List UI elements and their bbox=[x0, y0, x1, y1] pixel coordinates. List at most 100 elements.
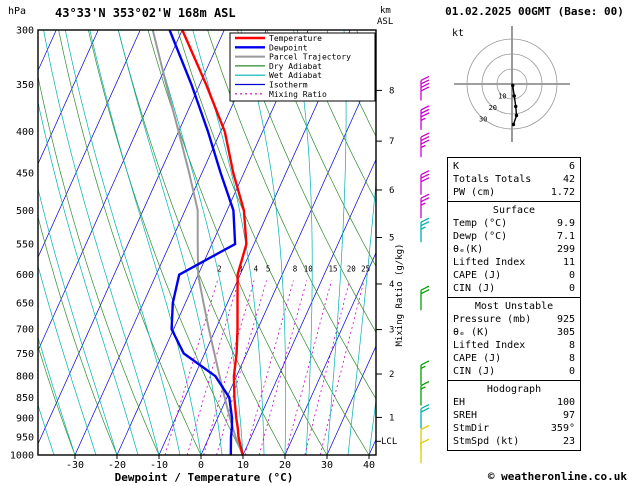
legend-item-label: Isotherm bbox=[269, 81, 308, 90]
mixing-ratio-value-label: 4 bbox=[254, 265, 259, 274]
axis-tick-labels: 3003504004505005506006507007508008509009… bbox=[10, 26, 395, 472]
legend-border bbox=[229, 32, 376, 102]
param-label: K bbox=[453, 161, 460, 172]
isotherm-line bbox=[326, 345, 376, 455]
plot-frame bbox=[37, 29, 377, 456]
dry-adiabat-line bbox=[266, 30, 376, 268]
wind-barb bbox=[420, 380, 430, 406]
param-value: 299 bbox=[556, 244, 575, 255]
pressure-tick-label: 450 bbox=[16, 169, 34, 180]
param-label: Totals Totals bbox=[453, 174, 532, 185]
km-tick-label: 7 bbox=[389, 137, 394, 147]
param-row: Totals Totals 42 bbox=[448, 173, 580, 186]
legend-item-label: Temperature bbox=[269, 34, 322, 43]
wind-barb bbox=[420, 360, 430, 385]
legend-item-label: Wet Adiabat bbox=[269, 71, 322, 80]
param-label: StmDir bbox=[453, 423, 490, 434]
altitude-axis-unit-asl: ASL bbox=[377, 17, 393, 27]
param-label: Lifted Index bbox=[453, 340, 526, 351]
param-row: PW (cm) 1.72 bbox=[448, 186, 580, 199]
param-value: 359° bbox=[550, 423, 575, 434]
temp-tick-label: 10 bbox=[237, 460, 249, 471]
pressure-tick-label: 800 bbox=[16, 372, 34, 383]
param-row: Pressure (mb) 925 bbox=[448, 313, 580, 326]
sounding-curves bbox=[151, 30, 248, 455]
param-label: PW (cm) bbox=[453, 187, 496, 198]
hodograph-trace-point bbox=[511, 122, 516, 127]
chart-title: 43°33'N 353°02'W 168m ASL bbox=[55, 6, 236, 20]
param-row: CIN (J) 0 bbox=[448, 282, 580, 295]
param-value: 97 bbox=[562, 410, 575, 421]
legend-item-label: Dry Adiabat bbox=[269, 62, 322, 71]
dry-adiabat-line bbox=[207, 30, 376, 400]
isotherm-line bbox=[38, 30, 225, 445]
param-group-title: Most Unstable bbox=[474, 301, 554, 312]
hodograph-trace-point bbox=[512, 94, 516, 98]
parameters-panel: K 6 Totals Totals 42 PW (cm) 1.72 Surface Temp … bbox=[447, 157, 581, 451]
wet-adiabat-line bbox=[64, 30, 181, 455]
param-label: StmSpd (kt) bbox=[453, 436, 520, 447]
wind-barb bbox=[420, 193, 430, 219]
km-tick-label: 4 bbox=[389, 280, 394, 290]
skewt-chart: 2 3 4 5 8 10 15 20 25 30035040045050055060065070… bbox=[8, 6, 430, 484]
wet-adiabat-line bbox=[326, 30, 347, 455]
hodograph-ring bbox=[481, 53, 543, 115]
param-label: Dewp (°C) bbox=[453, 231, 508, 242]
datetime: 01.02.2025 00GMT (Base: 00) bbox=[445, 5, 624, 18]
param-label: CAPE (J) bbox=[453, 270, 502, 281]
km-tick-label: 2 bbox=[389, 370, 394, 380]
param-group-title: Hodograph bbox=[486, 384, 542, 395]
mixing-ratio-value-label: 20 bbox=[347, 265, 357, 274]
param-value: 0 bbox=[568, 270, 575, 281]
param-row: CAPE (J) 8 bbox=[448, 352, 580, 365]
isotherm-line bbox=[38, 30, 183, 352]
param-value: 8 bbox=[568, 340, 575, 351]
skewt-background-lines: 2 3 4 5 8 10 15 20 25 bbox=[38, 30, 376, 455]
mixing-ratio-line bbox=[244, 280, 294, 455]
wet-adiabat-line bbox=[347, 178, 376, 455]
legend-item-label: Parcel Trajectory bbox=[269, 53, 351, 62]
dry-adiabat-line bbox=[58, 30, 202, 455]
wind-barb bbox=[420, 170, 430, 195]
param-row: StmSpd (kt) 23 bbox=[448, 435, 580, 448]
hodograph-trace-point bbox=[511, 83, 515, 88]
param-label: Temp (°C) bbox=[453, 218, 508, 229]
wet-adiabat-line bbox=[240, 30, 287, 455]
dry-adiabat-line bbox=[38, 74, 160, 455]
param-value: 305 bbox=[556, 327, 575, 338]
wet-adiabat-line bbox=[38, 100, 139, 455]
param-group: K 6 Totals Totals 42 PW (cm) 1.72 bbox=[447, 157, 581, 202]
dry-adiabat-line bbox=[147, 30, 328, 455]
param-value: 11 bbox=[562, 257, 575, 268]
pressure-tick-label: 900 bbox=[16, 413, 34, 424]
hodograph-unit-label: kt bbox=[452, 28, 464, 39]
param-row: StmDir 359° bbox=[448, 422, 580, 435]
wind-barb bbox=[420, 75, 430, 101]
hodograph-ring-label: 10 bbox=[498, 93, 506, 101]
wet-adiabat-line bbox=[38, 264, 97, 455]
param-row: θₑ(K) 299 bbox=[448, 243, 580, 256]
param-value: 6 bbox=[568, 161, 575, 172]
param-row: θₑ (K) 305 bbox=[448, 326, 580, 339]
lcl-label: LCL bbox=[381, 437, 397, 447]
param-label: SREH bbox=[453, 410, 478, 421]
param-group-title: Surface bbox=[492, 205, 536, 216]
wet-adiabat-line bbox=[151, 30, 244, 455]
param-label: EH bbox=[453, 397, 466, 408]
dry-adiabat-line bbox=[38, 215, 118, 455]
mixing-ratio-axis-label: Mixing Ratio (g/kg) bbox=[395, 244, 405, 347]
pressure-tick-label: 400 bbox=[16, 127, 34, 138]
param-value: 0 bbox=[568, 366, 575, 377]
wet-adiabat-line bbox=[368, 397, 376, 455]
pressure-tick-label: 550 bbox=[16, 239, 34, 250]
hodograph-ring-label: 30 bbox=[479, 116, 487, 124]
mixing-ratio-value-label: 10 bbox=[304, 265, 314, 274]
temp-tick-label: 40 bbox=[363, 460, 375, 471]
wet-adiabat-line bbox=[43, 30, 160, 455]
temp-tick-label: -20 bbox=[108, 460, 126, 471]
dry-adiabat-line bbox=[237, 30, 376, 333]
